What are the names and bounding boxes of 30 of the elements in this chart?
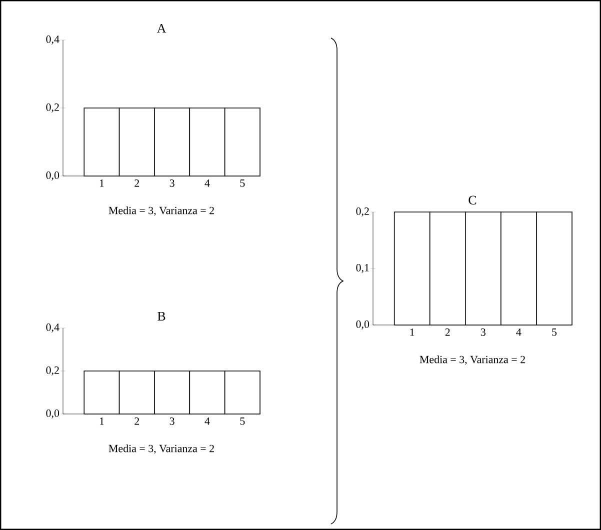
y-tick-label: 0,2: [356, 208, 369, 216]
y-tick-label: 0,0: [46, 172, 60, 180]
y-tick-label: 0,0: [356, 320, 370, 330]
x-tick-label: 4: [204, 418, 210, 425]
y-tick-label: 0,4: [46, 36, 60, 44]
x-tick-label: 4: [516, 328, 522, 336]
chart-title: B: [158, 312, 166, 320]
x-tick-label: 1: [100, 180, 104, 187]
x-tick-label: 5: [240, 418, 245, 425]
x-tick-label: 2: [445, 328, 450, 336]
y-tick-label: 0,4: [46, 324, 60, 332]
x-tick-label: 1: [410, 328, 414, 336]
y-tick-label: 0,0: [46, 410, 60, 418]
chart-title: A: [156, 24, 166, 32]
x-tick-label: 5: [240, 180, 245, 187]
x-tick-label: 3: [170, 180, 174, 187]
y-tick-label: 0,1: [356, 264, 369, 273]
x-tick-label: 1: [100, 418, 104, 425]
x-tick-label: 2: [134, 180, 140, 187]
x-tick-label: 3: [170, 418, 174, 425]
y-tick-label: 0,2: [46, 104, 59, 112]
text: Media = 3, Varianza = 2: [108, 206, 214, 216]
text: Media = 3, Varianza = 2: [420, 356, 525, 365]
chart-title: C: [468, 196, 476, 204]
x-tick-label: 3: [480, 328, 486, 336]
x-tick-label: 2: [134, 418, 140, 425]
y-tick-label: 0,2: [46, 366, 59, 376]
text: Media = 3, Varianza = 2: [108, 444, 214, 454]
x-tick-label: 5: [552, 328, 557, 336]
x-tick-label: 4: [204, 180, 210, 187]
